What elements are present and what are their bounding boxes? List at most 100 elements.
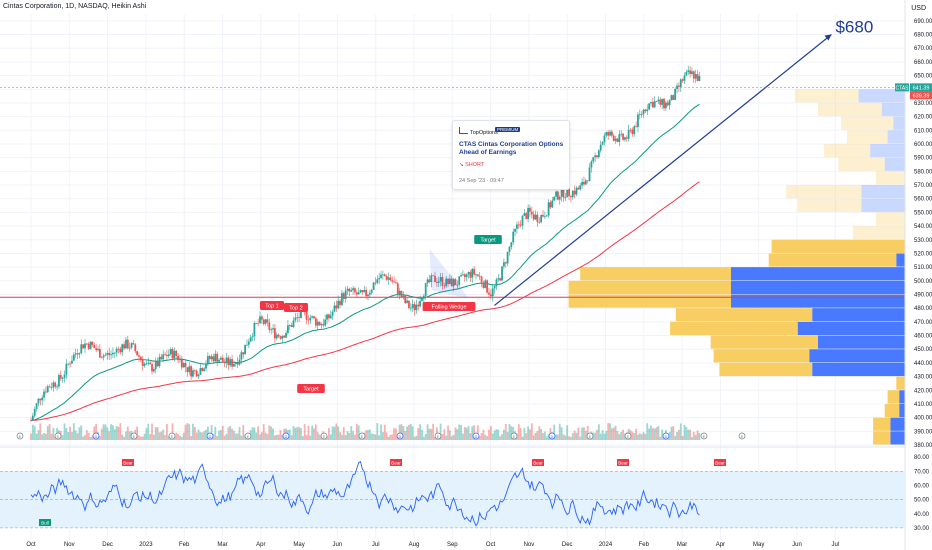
candle-body — [508, 246, 511, 252]
time-axis[interactable]: Oct Nov Dec 2023 Feb Mar Apr May Jun Jul Aug Sep Oct… — [26, 542, 839, 548]
annotation-badge — [422, 302, 476, 311]
candle-body — [601, 142, 604, 145]
candle-body — [89, 341, 92, 349]
volume-bar — [234, 433, 237, 440]
candle-body — [605, 132, 608, 136]
volume-bar — [676, 431, 678, 440]
last-price-tag — [910, 83, 932, 92]
event-marker — [700, 432, 708, 440]
candle-body — [97, 348, 99, 351]
volume-bar — [583, 427, 585, 440]
candle-body — [622, 133, 624, 140]
volume-bar — [631, 431, 634, 440]
chart-icon — [459, 127, 468, 134]
volume-bar — [236, 433, 239, 440]
volume-bar — [221, 425, 224, 440]
x-tick-label: Mar — [677, 542, 687, 548]
candle-body — [547, 202, 550, 216]
x-tick-label: Feb — [179, 542, 190, 548]
candle-body — [322, 324, 325, 326]
idea-title[interactable]: CTAS Cintas Corporation Options Ahead of… — [459, 141, 564, 156]
volume-bar — [594, 432, 597, 440]
candle-body — [672, 95, 675, 100]
volume-bar — [393, 428, 395, 440]
candle-body — [614, 138, 617, 141]
prev-price-tag — [910, 91, 932, 100]
volume-bar — [186, 423, 189, 440]
volume-bar — [370, 433, 373, 440]
annotation-label: Target — [303, 387, 319, 393]
candle-body — [80, 344, 83, 354]
volume-bar — [579, 436, 582, 440]
candle-body — [374, 282, 377, 284]
event-marker-label: D — [285, 434, 288, 439]
candle-body — [54, 382, 57, 387]
event-marker-label: D — [399, 434, 402, 439]
candle-body — [246, 344, 248, 346]
volume-bar — [65, 428, 68, 440]
candle-body — [679, 79, 682, 87]
vp-down-bar — [876, 212, 905, 226]
candle-body — [193, 370, 196, 372]
candle-body — [147, 362, 150, 364]
volume-bar — [238, 426, 241, 440]
candle-body — [238, 359, 241, 365]
volume-bar — [428, 428, 431, 440]
volume-bar — [612, 427, 615, 440]
vp-down-bar — [771, 239, 905, 253]
volume-bar — [84, 434, 86, 440]
candle-body — [84, 343, 86, 349]
x-tick-label: May — [753, 542, 764, 548]
volume-bar — [692, 431, 695, 440]
candle-body — [571, 190, 574, 198]
annotation-badge — [474, 235, 502, 244]
volume-bar — [80, 425, 83, 440]
volume-bar — [292, 425, 295, 440]
volume-bar — [698, 432, 701, 440]
candle-body — [447, 278, 449, 285]
event-marker — [320, 432, 328, 440]
candles — [30, 65, 701, 422]
candle-body — [158, 356, 161, 367]
volume-bar — [335, 423, 338, 440]
volume-bar — [385, 432, 388, 440]
candle-body — [149, 362, 152, 365]
candle-body — [125, 339, 127, 349]
candle-body — [469, 272, 472, 278]
candle-body — [596, 155, 598, 158]
y-tick-label: 660.00 — [914, 60, 932, 66]
candle-body — [668, 100, 671, 106]
volume-bar — [352, 431, 354, 440]
volume-bar — [268, 425, 271, 440]
candle-body — [270, 329, 273, 331]
candle-body — [152, 369, 155, 372]
y-tick-label: 590.00 — [914, 156, 932, 162]
vp-down-bar — [580, 267, 731, 281]
event-marker-label: E — [627, 434, 630, 439]
candle-body — [434, 275, 436, 283]
candle-body — [307, 319, 310, 321]
volume-bar — [486, 436, 489, 440]
rsi-tick-label: 70.00 — [914, 469, 930, 475]
volume-bar — [147, 423, 150, 440]
candle-body — [462, 274, 464, 276]
candle-body — [361, 290, 364, 293]
vp-up-bar — [887, 130, 905, 144]
candle-body — [151, 364, 153, 372]
candle-body — [454, 279, 457, 286]
volume-bar — [195, 432, 198, 440]
candle-body — [130, 343, 133, 348]
vp-down-bar — [873, 431, 891, 445]
idea-card[interactable]: TopOptions PREMIUM CTAS Cintas Corporati… — [452, 120, 570, 190]
volume-bar — [657, 425, 660, 440]
price-axis[interactable]: 380.00 390.00 400.00 410.00 420.00 430.00 440.… — [895, 0, 932, 550]
candle-body — [536, 214, 539, 222]
volume-bar — [480, 433, 483, 440]
candle-body — [691, 71, 693, 74]
candle-body — [568, 188, 570, 197]
candle-body — [435, 282, 438, 283]
event-marker-label: E — [171, 434, 174, 439]
volume-bar — [74, 430, 77, 440]
y-tick-label: 690.00 — [914, 19, 932, 25]
